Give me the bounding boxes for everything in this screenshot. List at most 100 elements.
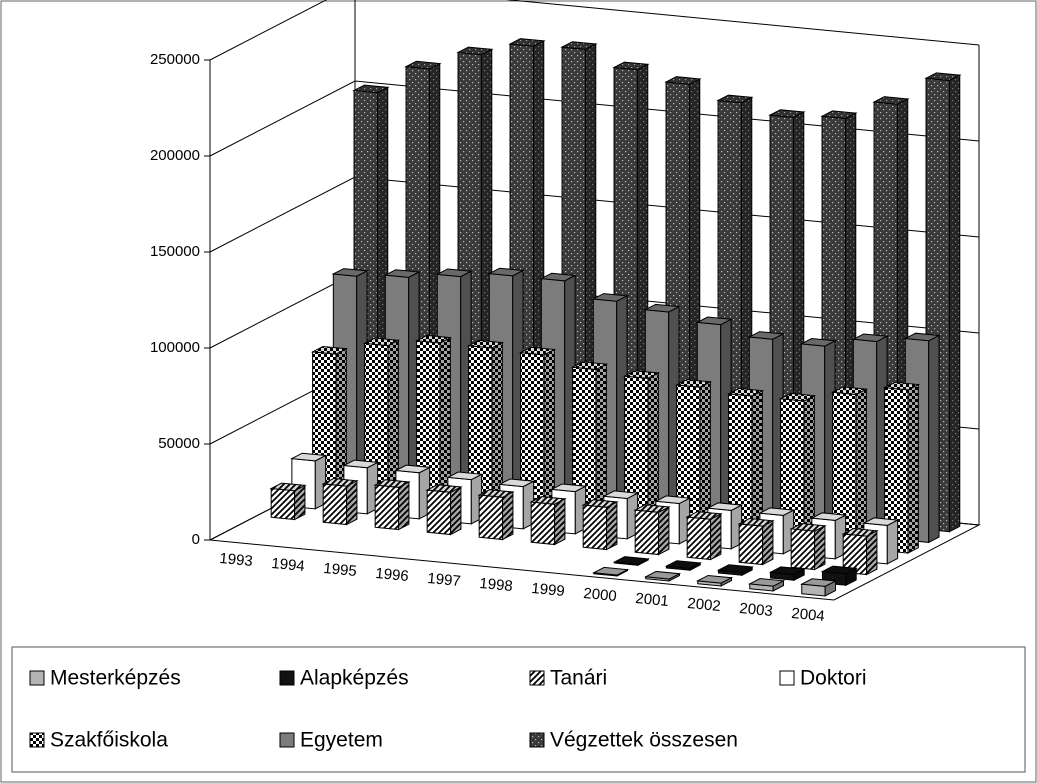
legend-swatch	[29, 732, 45, 748]
bar-top	[352, 84, 390, 94]
bar-top-shade	[749, 331, 784, 340]
bar-top-shade	[510, 38, 544, 47]
bar-side-shade	[294, 485, 305, 520]
legend-label: Doktori	[800, 667, 867, 690]
x-tick-label: 1997	[427, 570, 462, 590]
bar-top	[592, 566, 630, 576]
bar-top-shade	[385, 269, 420, 278]
bar	[529, 496, 567, 546]
bar-top	[602, 490, 640, 500]
bar-top-shade	[323, 478, 357, 487]
bar-top	[706, 502, 744, 511]
bar-top-shade	[562, 41, 596, 50]
bar-side-shade	[928, 335, 940, 543]
bar-top-shade	[822, 110, 856, 119]
bar-top-shade	[645, 571, 680, 580]
bar-top-shade	[666, 560, 701, 569]
legend-label: Egyetem	[300, 729, 383, 752]
bar-top	[882, 381, 921, 391]
bar-top	[851, 333, 889, 343]
bar	[685, 511, 723, 561]
bar-top-shade	[905, 333, 940, 341]
bar-top-shade	[291, 453, 326, 461]
bar-top	[737, 518, 775, 527]
bar-top-shade	[333, 268, 368, 277]
bar-top-shade	[603, 490, 638, 499]
x-tick-label: 1995	[323, 560, 358, 580]
bar-top	[674, 379, 713, 388]
bar-side-shade	[773, 580, 784, 591]
bar-top	[362, 337, 401, 347]
bar-top-shade	[271, 483, 305, 491]
bar-top-shade	[707, 502, 742, 511]
bar-top	[862, 517, 900, 526]
x-tick-label: 2002	[687, 595, 722, 615]
bar	[644, 570, 682, 582]
legend-swatch	[779, 670, 795, 686]
bar-top	[342, 459, 380, 469]
bar-front	[738, 523, 764, 566]
bar-front	[634, 509, 660, 556]
bar-side-shade	[606, 501, 617, 550]
bar-side-shade	[335, 348, 347, 499]
bar	[726, 387, 765, 539]
bar	[830, 386, 869, 549]
bar-top	[508, 38, 546, 47]
bar	[477, 489, 515, 541]
bar-top	[778, 392, 817, 402]
bar-top	[394, 464, 432, 474]
bar-side-shade	[949, 75, 960, 532]
bar-front	[790, 528, 816, 571]
bar-top-shade	[541, 273, 576, 281]
bar	[737, 518, 775, 566]
bar-top	[800, 578, 838, 587]
bar	[373, 479, 411, 531]
bar-top-shade	[832, 386, 867, 395]
bar-top-shade	[635, 504, 669, 513]
bar-top	[830, 386, 869, 396]
bar-top-shade	[551, 483, 586, 492]
bar-side-shade	[647, 372, 659, 529]
bar-top	[414, 334, 453, 344]
x-tick-label: 2003	[739, 600, 774, 620]
bar-side-shade	[450, 486, 461, 535]
bar-top-shade	[926, 72, 960, 81]
bar-top-shade	[593, 293, 628, 302]
bar	[592, 566, 630, 577]
bar-side-shade	[346, 480, 357, 525]
bar-top-shade	[822, 566, 857, 574]
bar-side-shade	[855, 389, 867, 549]
bar-top-shade	[687, 511, 721, 520]
bar-top	[539, 272, 577, 282]
x-tick-label: 2001	[635, 590, 670, 610]
bar-top	[487, 267, 525, 277]
bar-front	[426, 489, 452, 536]
bar-top	[310, 345, 349, 355]
bar-top-shade	[676, 379, 711, 388]
bar-side-shade	[762, 520, 773, 565]
legend-label: Végzettek összesen	[550, 729, 738, 752]
bar-top	[550, 483, 588, 493]
bar-top-shade	[406, 61, 440, 69]
bar-top-shade	[863, 517, 898, 526]
bar-top-shade	[655, 495, 690, 504]
bar-top	[498, 478, 536, 488]
bar-top-shade	[312, 346, 347, 355]
bar-top-shade	[770, 566, 805, 575]
bar-top	[404, 60, 442, 70]
bar-top-shade	[354, 85, 388, 93]
bar-top-shade	[583, 499, 617, 508]
legend-label: Mesterképzés	[50, 667, 181, 690]
bar-side-shade	[721, 577, 732, 586]
bar-top	[643, 303, 681, 313]
bar-top	[758, 507, 796, 516]
bar	[622, 370, 661, 529]
bar-side-shade	[491, 342, 503, 514]
bar	[800, 578, 838, 597]
bar-side-shade	[710, 513, 721, 560]
legend-swatch	[529, 670, 545, 686]
x-tick-label: 1996	[375, 565, 410, 585]
bar-top-shade	[468, 340, 503, 348]
y-tick-label: 100000	[150, 339, 200, 356]
x-tick-label: 1999	[531, 580, 566, 600]
